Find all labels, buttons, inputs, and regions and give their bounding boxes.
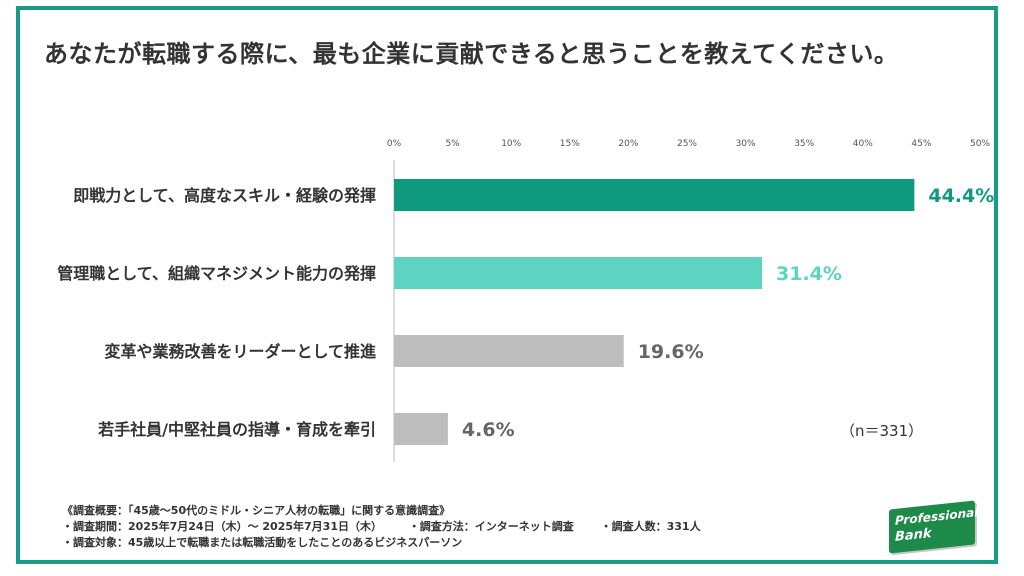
- footer-line-3: ・調査対象：45歳以上で転職または転職活動をしたことのあるビジネスパーソン: [62, 536, 463, 549]
- category-label: 管理職として、組織マネジメント能力の発揮: [57, 264, 376, 283]
- professional-bank-logo: Professional Bank: [889, 500, 979, 554]
- x-tick-label: 5%: [445, 139, 460, 149]
- x-tick-label: 45%: [911, 139, 931, 149]
- footer-period: ・調査期間：2025年7月24日（木）〜 2025年7月31日（木）: [62, 520, 382, 533]
- x-tick-label: 30%: [736, 139, 756, 149]
- survey-footer: 《調査概要：「45歳〜50代のミドル・シニア人材の転職」に関する意識調査》 ・調…: [62, 503, 701, 551]
- category-label: 即戦力として、高度なスキル・経験の発揮: [73, 186, 376, 205]
- x-tick-label: 35%: [794, 139, 814, 149]
- value-label: 44.4%: [928, 185, 994, 207]
- bar: [394, 413, 448, 445]
- footer-count: ・調査人数：331人: [600, 520, 701, 533]
- bar: [394, 257, 763, 289]
- footer-line-2: ・調査期間：2025年7月24日（木）〜 2025年7月31日（木） ・調査方法…: [62, 519, 701, 535]
- x-tick-label: 20%: [618, 139, 638, 149]
- sample-size-note: （n＝331）: [840, 422, 924, 440]
- bar: [394, 179, 915, 211]
- x-tick-label: 10%: [501, 139, 521, 149]
- value-label: 4.6%: [462, 419, 515, 441]
- bar: [394, 335, 624, 367]
- chart-title: あなたが転職する際に、最も企業に貢献できると思うことを教えてください。: [44, 40, 899, 68]
- logo-line-2: Bank: [895, 526, 932, 545]
- category-label: 若手社員/中堅社員の指導・育成を牽引: [97, 420, 376, 439]
- x-tick-label: 40%: [853, 139, 873, 149]
- logo-line-1: Professional: [895, 505, 979, 528]
- x-tick-label: 25%: [677, 139, 697, 149]
- x-tick-label: 50%: [970, 139, 990, 149]
- x-tick-label: 15%: [560, 139, 580, 149]
- footer-line-1: 《調査概要：「45歳〜50代のミドル・シニア人材の転職」に関する意識調査》: [62, 504, 451, 517]
- value-label: 31.4%: [776, 263, 842, 285]
- category-label: 変革や業務改善をリーダーとして推進: [104, 342, 376, 361]
- footer-method: ・調査方法：インターネット調査: [408, 520, 574, 533]
- x-tick-label: 0%: [387, 139, 402, 149]
- value-label: 19.6%: [638, 341, 704, 363]
